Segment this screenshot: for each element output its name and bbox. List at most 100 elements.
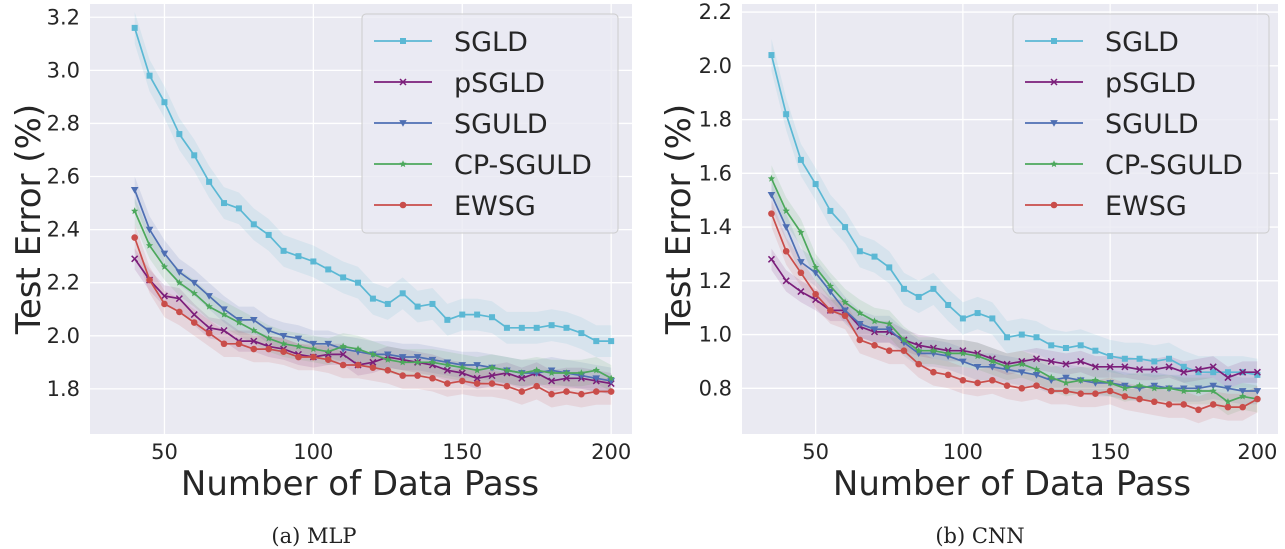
data-point [131, 24, 138, 31]
data-point [1018, 385, 1026, 392]
legend-box [361, 13, 619, 234]
data-point [518, 374, 526, 382]
data-point [146, 72, 153, 79]
y-tick-label: 2.0 [47, 324, 80, 348]
data-point [1047, 387, 1055, 395]
data-point [309, 340, 318, 348]
data-point [885, 326, 894, 333]
data-point [429, 374, 436, 382]
data-point [1077, 376, 1085, 384]
legend-box [1012, 13, 1270, 234]
y-tick-label: 0.8 [699, 376, 732, 400]
data-point [250, 337, 258, 345]
legend-item-sgld: SGLD [374, 27, 528, 58]
data-point [563, 388, 570, 395]
data-point [1151, 358, 1158, 365]
data-point [205, 329, 213, 337]
data-point [1166, 355, 1173, 362]
legend-item-sguld: SGULD [1025, 109, 1199, 140]
data-point [1092, 390, 1099, 397]
data-point [563, 324, 570, 331]
data-point [548, 322, 555, 329]
data-point [1121, 355, 1128, 362]
data-point [265, 231, 272, 238]
data-point [1091, 380, 1100, 387]
data-point [414, 372, 421, 379]
data-point [279, 332, 288, 340]
data-point [1077, 390, 1084, 397]
data-point [458, 363, 466, 371]
band-psgld [771, 248, 1258, 389]
data-point [339, 361, 347, 369]
data-point [1254, 371, 1261, 378]
data-point [145, 226, 154, 234]
data-point [384, 366, 392, 374]
data-point [1180, 401, 1188, 408]
legend-label: SGLD [1105, 27, 1179, 58]
data-point [1062, 387, 1070, 395]
legend-marker [1051, 38, 1057, 44]
subcaption-b: (b) CNN [935, 524, 1024, 548]
series-sguld [767, 191, 1262, 395]
data-point [205, 302, 213, 310]
data-point [1062, 345, 1069, 351]
data-point [959, 358, 967, 366]
data-point [782, 224, 790, 231]
y-tick-label: 1.8 [47, 377, 80, 401]
y-tick-label: 2.6 [47, 165, 80, 189]
band-sgld [134, 12, 612, 357]
data-point [929, 350, 938, 358]
data-point [474, 311, 481, 318]
legend-item-cp-sguld: CP-SGULD [374, 150, 592, 181]
data-point [533, 324, 540, 331]
data-point [443, 366, 451, 374]
data-point [988, 363, 997, 371]
data-point [900, 336, 908, 344]
legend-marker [1050, 78, 1058, 86]
data-point [176, 131, 183, 138]
data-point [959, 349, 967, 357]
data-point [1210, 369, 1217, 376]
data-point [812, 263, 820, 271]
y-tick-label: 3.2 [47, 5, 80, 29]
data-point [548, 377, 556, 385]
data-point [959, 376, 967, 384]
data-point [782, 207, 790, 215]
data-point [324, 340, 333, 348]
data-point [1150, 384, 1158, 392]
data-point [458, 369, 466, 377]
data-point [973, 363, 982, 371]
legend-marker [399, 201, 407, 209]
data-point [974, 379, 981, 387]
data-point [279, 339, 288, 347]
legend-item-sguld: SGULD [374, 109, 548, 140]
data-point [190, 311, 198, 319]
data-point [489, 314, 496, 321]
data-point [1180, 368, 1188, 376]
data-point [355, 279, 362, 286]
data-point [782, 277, 790, 285]
data-point [131, 255, 139, 263]
data-point [1004, 334, 1011, 341]
legend-item-psgld: pSGLD [374, 68, 545, 99]
data-point [607, 388, 615, 395]
data-point [592, 366, 600, 374]
data-point [915, 346, 923, 354]
legend: SGLD pSGLD SGULD CP-SGULD EWSG [361, 13, 619, 234]
data-point [1033, 334, 1040, 341]
data-point [1121, 393, 1129, 400]
data-point [1253, 368, 1261, 376]
data-point [309, 345, 317, 353]
legend-marker [400, 38, 406, 44]
legend-label: SGULD [1105, 109, 1199, 140]
legend-label: pSGLD [454, 68, 545, 99]
legend-item-cp-sguld: CP-SGULD [1025, 150, 1243, 181]
series-line [770, 213, 1258, 411]
data-point [1091, 376, 1100, 384]
data-point [1224, 374, 1232, 382]
data-point [768, 210, 775, 217]
data-point [340, 274, 347, 281]
data-point [797, 288, 805, 296]
band-ewsg [134, 224, 612, 408]
y-tick-label: 2.2 [699, 0, 732, 24]
